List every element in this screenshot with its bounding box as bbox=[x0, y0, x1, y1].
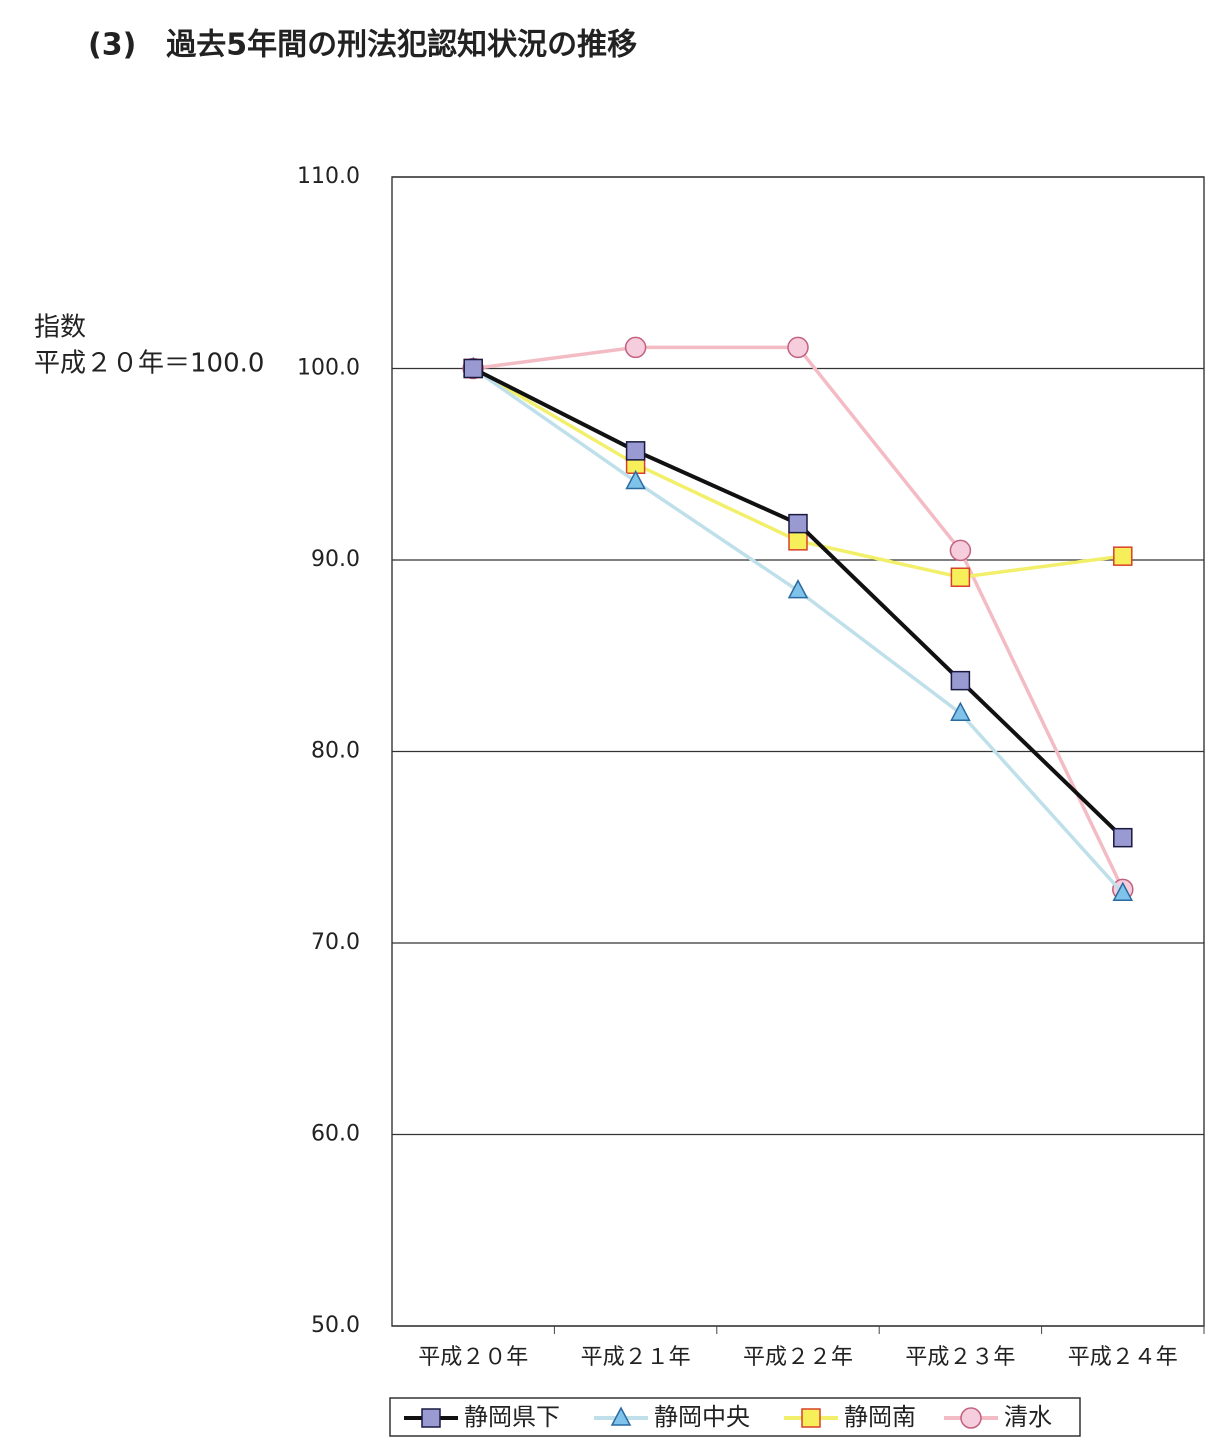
legend-label: 清水 bbox=[1004, 1403, 1052, 1431]
marker bbox=[788, 513, 808, 534]
legend-label: 静岡県下 bbox=[464, 1403, 560, 1431]
series-line bbox=[472, 345, 1125, 891]
marker bbox=[625, 469, 646, 490]
marker bbox=[950, 701, 971, 721]
marker bbox=[950, 567, 971, 587]
y-tick-label: 60.0 bbox=[311, 1122, 360, 1147]
legend-label: 静岡南 bbox=[844, 1403, 916, 1431]
series bbox=[463, 358, 1133, 848]
marker bbox=[960, 1407, 982, 1429]
series bbox=[462, 336, 1134, 901]
series-line bbox=[472, 367, 1125, 895]
y-tick-label: 90.0 bbox=[311, 547, 360, 572]
y-axis-label: 指数 bbox=[34, 313, 86, 343]
y-tick-label: 80.0 bbox=[311, 739, 360, 764]
marker bbox=[1113, 546, 1133, 566]
legend-label: 静岡中央 bbox=[654, 1403, 750, 1431]
series bbox=[462, 356, 1134, 901]
x-tick-label: 平成２４年 bbox=[1068, 1345, 1178, 1370]
marker bbox=[625, 441, 646, 461]
marker bbox=[787, 579, 809, 599]
marker bbox=[801, 1408, 821, 1428]
marker bbox=[1113, 827, 1133, 848]
y-axis-label: 平成２０年＝100.0 bbox=[34, 349, 264, 379]
marker bbox=[421, 1408, 441, 1428]
x-tick-label: 平成２２年 bbox=[743, 1345, 853, 1370]
marker bbox=[788, 531, 808, 551]
y-tick-label: 100.0 bbox=[297, 356, 360, 381]
marker bbox=[949, 539, 972, 562]
x-tick-label: 平成２３年 bbox=[905, 1345, 1015, 1370]
y-tick-label: 70.0 bbox=[311, 930, 360, 955]
legend: 静岡県下 静岡中央 静岡南 清水 bbox=[389, 1397, 1081, 1437]
marker bbox=[1112, 881, 1134, 901]
series-line bbox=[472, 366, 1125, 840]
marker bbox=[463, 358, 483, 379]
marker bbox=[624, 336, 647, 359]
marker bbox=[950, 670, 971, 691]
x-tick-label: 平成２１年 bbox=[581, 1345, 691, 1370]
y-tick-label: 50.0 bbox=[311, 1313, 360, 1338]
marker bbox=[787, 336, 809, 359]
y-tick-label: 110.0 bbox=[297, 164, 360, 189]
chart-title: (3) 過去5年間の刑法犯認知状況の推移 bbox=[88, 28, 637, 63]
series bbox=[463, 358, 1133, 587]
x-tick-label: 平成２０年 bbox=[418, 1345, 528, 1370]
marker bbox=[610, 1406, 632, 1426]
